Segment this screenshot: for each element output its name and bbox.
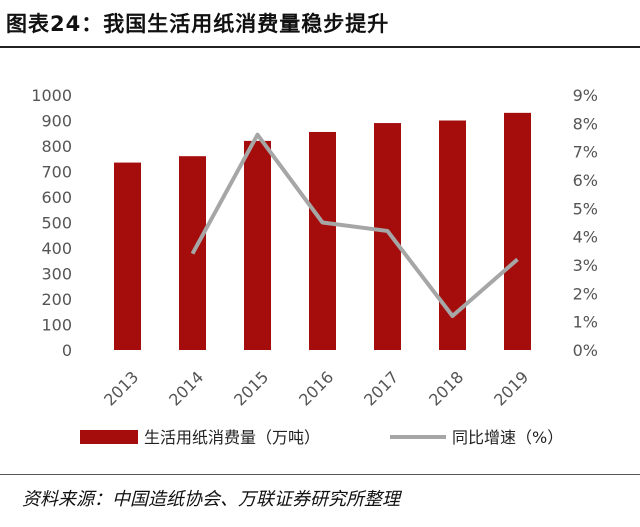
x-tick-label: 2016 bbox=[295, 367, 337, 409]
x-axis: 2013 2014 2015 2016 2017 2018 2019 bbox=[100, 367, 532, 409]
bar bbox=[374, 123, 401, 350]
x-tick-label: 2014 bbox=[165, 367, 207, 409]
left-tick-label: 700 bbox=[41, 163, 72, 182]
legend-bar-swatch bbox=[80, 430, 138, 444]
legend-bar-label: 生活用纸消费量（万吨） bbox=[144, 428, 320, 447]
left-tick-label: 900 bbox=[41, 112, 72, 131]
left-axis: 0 100 200 300 400 500 600 700 800 900 1000 bbox=[31, 86, 72, 360]
right-tick-label: 2% bbox=[573, 284, 598, 303]
left-tick-label: 800 bbox=[41, 137, 72, 156]
right-tick-label: 8% bbox=[573, 114, 598, 133]
bar bbox=[309, 131, 336, 350]
left-tick-label: 300 bbox=[41, 265, 72, 284]
line-series bbox=[190, 132, 519, 318]
title-divider bbox=[0, 46, 640, 48]
chart-canvas: 0 100 200 300 400 500 600 700 800 900 1000 0% 1% 2% 3… bbox=[31, 86, 598, 447]
legend: 生活用纸消费量（万吨） 同比增速（%） bbox=[80, 428, 563, 447]
bar bbox=[114, 162, 141, 350]
right-tick-label: 4% bbox=[573, 228, 598, 247]
bar bbox=[439, 120, 466, 350]
chart-title: 图表24：我国生活用纸消费量稳步提升 bbox=[6, 12, 390, 36]
left-tick-label: 1000 bbox=[31, 86, 72, 105]
right-tick-label: 7% bbox=[573, 143, 598, 162]
source-divider bbox=[0, 474, 640, 475]
bar bbox=[244, 140, 271, 350]
bar bbox=[504, 112, 531, 350]
left-tick-label: 100 bbox=[41, 316, 72, 335]
bar-series bbox=[114, 112, 531, 350]
growth-line bbox=[190, 132, 519, 318]
x-tick-label: 2018 bbox=[425, 367, 467, 409]
right-tick-label: 6% bbox=[573, 171, 598, 190]
left-tick-label: 200 bbox=[41, 290, 72, 309]
left-tick-label: 600 bbox=[41, 188, 72, 207]
left-tick-label: 0 bbox=[62, 341, 72, 360]
legend-line-label: 同比增速（%） bbox=[452, 428, 563, 447]
x-tick-label: 2015 bbox=[230, 367, 272, 409]
right-tick-label: 5% bbox=[573, 199, 598, 218]
right-tick-label: 3% bbox=[573, 256, 598, 275]
left-tick-label: 500 bbox=[41, 214, 72, 233]
x-tick-label: 2017 bbox=[360, 367, 402, 409]
right-tick-label: 1% bbox=[573, 313, 598, 332]
x-tick-label: 2019 bbox=[490, 367, 532, 409]
left-tick-label: 400 bbox=[41, 239, 72, 258]
right-axis: 0% 1% 2% 3% 4% 5% 6% 7% 8% 9% bbox=[573, 86, 598, 360]
right-tick-label: 9% bbox=[573, 86, 598, 105]
source-note: 资料来源：中国造纸协会、万联证券研究所整理 bbox=[22, 489, 400, 510]
right-tick-label: 0% bbox=[573, 341, 598, 360]
x-tick-label: 2013 bbox=[100, 367, 142, 409]
